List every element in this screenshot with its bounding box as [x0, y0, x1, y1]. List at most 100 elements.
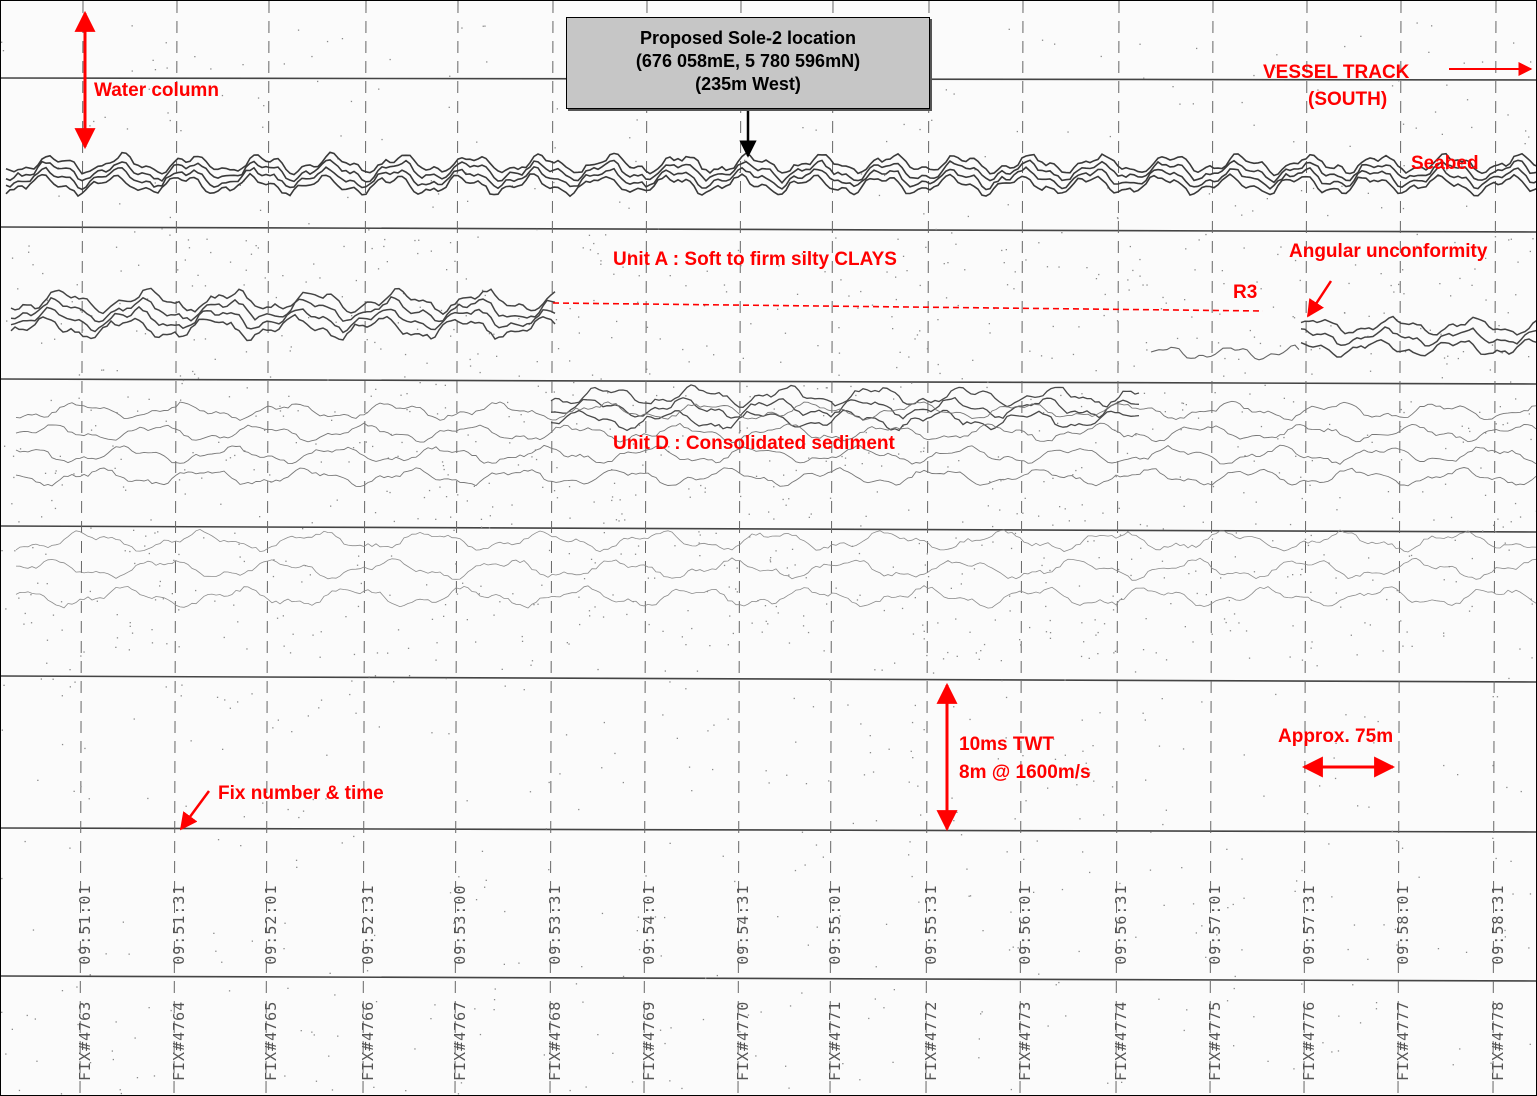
- fix-time: 09:54:31: [734, 884, 752, 965]
- noise-dot: [1474, 268, 1476, 270]
- noise-dot: [569, 517, 571, 519]
- noise-dot: [1528, 413, 1530, 415]
- noise-dot: [480, 526, 483, 528]
- noise-dot: [795, 741, 797, 743]
- noise-dot: [1353, 924, 1356, 926]
- noise-dot: [1181, 867, 1183, 869]
- noise-dot: [1040, 355, 1043, 357]
- noise-dot: [32, 264, 34, 266]
- noise-dot: [467, 434, 469, 436]
- noise-dot: [1398, 80, 1400, 82]
- fix-id: FIX#4773: [1016, 1000, 1034, 1081]
- noise-dot: [499, 601, 501, 603]
- noise-dot: [1081, 719, 1083, 721]
- noise-dot: [855, 394, 857, 397]
- noise-dot: [151, 642, 154, 644]
- noise-dot: [448, 733, 450, 735]
- noise-dot: [1484, 494, 1487, 496]
- noise-dot: [1049, 569, 1051, 572]
- noise-dot: [430, 180, 432, 182]
- timing-lines: [1, 77, 1536, 982]
- noise-dot: [154, 69, 157, 71]
- noise-dot: [124, 550, 126, 552]
- noise-dot: [509, 442, 511, 444]
- noise-dot: [40, 678, 42, 680]
- noise-dot: [1095, 442, 1097, 444]
- noise-dot: [188, 247, 191, 249]
- noise-dot: [1238, 358, 1240, 360]
- noise-dot: [282, 275, 284, 277]
- noise-dot: [605, 234, 607, 236]
- noise-dot: [353, 653, 356, 656]
- noise-dot: [1349, 145, 1351, 147]
- noise-dot: [193, 339, 195, 341]
- noise-dot: [1184, 626, 1186, 628]
- noise-dot: [1510, 238, 1512, 240]
- noise-dot: [1404, 351, 1407, 353]
- noise-dot: [1045, 605, 1047, 608]
- noise-dot: [284, 1075, 286, 1077]
- noise-dot: [642, 464, 644, 466]
- noise-dot: [88, 798, 90, 800]
- noise-dot: [1443, 635, 1445, 637]
- noise-dot: [1229, 630, 1232, 632]
- noise-dot: [773, 408, 775, 410]
- noise-dot: [616, 445, 618, 447]
- noise-dot: [927, 576, 930, 578]
- noise-dot: [815, 129, 817, 131]
- noise-dot: [449, 75, 451, 77]
- noise-dot: [93, 120, 95, 123]
- noise-dot: [698, 542, 700, 544]
- noise-dot: [932, 672, 935, 674]
- unit-d-reflector: [15, 400, 1536, 421]
- noise-dot: [807, 631, 810, 634]
- noise-dot: [378, 726, 380, 728]
- noise-dot: [11, 257, 14, 259]
- noise-dot: [1319, 347, 1321, 350]
- noise-dot: [440, 309, 443, 312]
- noise-dot: [478, 593, 480, 595]
- noise-dot: [931, 119, 933, 121]
- noise-dot: [1089, 772, 1091, 774]
- fix-label: FIX#476709:53:00: [451, 885, 469, 1082]
- noise-dot: [682, 435, 684, 437]
- noise-dot: [295, 859, 298, 861]
- noise-dot: [331, 1089, 334, 1091]
- noise-dot: [311, 55, 313, 58]
- noise-dot: [740, 495, 742, 498]
- noise-dot: [872, 771, 875, 773]
- noise-dot: [408, 675, 411, 677]
- noise-dot: [1508, 677, 1510, 680]
- noise-dot: [475, 641, 477, 643]
- noise-dot: [1079, 818, 1081, 820]
- noise-dot: [295, 442, 297, 444]
- noise-dot: [1119, 882, 1121, 885]
- fix-line: [1209, 1, 1214, 1095]
- noise-dot: [1422, 491, 1424, 493]
- noise-dot: [1319, 785, 1321, 787]
- noise-dot: [445, 677, 447, 680]
- noise-dot: [1001, 249, 1003, 252]
- noise-dot: [1529, 893, 1532, 895]
- noise-dot: [426, 362, 428, 364]
- noise-dot: [908, 854, 910, 856]
- noise-dot: [838, 327, 840, 329]
- noise-dot: [1390, 284, 1392, 287]
- noise-dot: [225, 459, 227, 461]
- noise-dot: [579, 623, 581, 626]
- noise-dot: [669, 1080, 671, 1082]
- noise-dot: [1249, 393, 1251, 395]
- noise-dot: [1107, 1082, 1109, 1084]
- noise-dot: [987, 505, 989, 507]
- noise-dot: [523, 421, 525, 423]
- noise-dot: [575, 983, 578, 985]
- noise-dot: [1416, 22, 1418, 24]
- noise-dot: [755, 1055, 757, 1057]
- noise-dot: [431, 618, 434, 620]
- noise-dot: [34, 1018, 36, 1020]
- noise-dot: [856, 599, 859, 601]
- noise-dot: [1260, 288, 1262, 290]
- noise-dot: [1469, 430, 1471, 433]
- noise-dot: [128, 953, 130, 955]
- noise-dot: [1468, 427, 1470, 429]
